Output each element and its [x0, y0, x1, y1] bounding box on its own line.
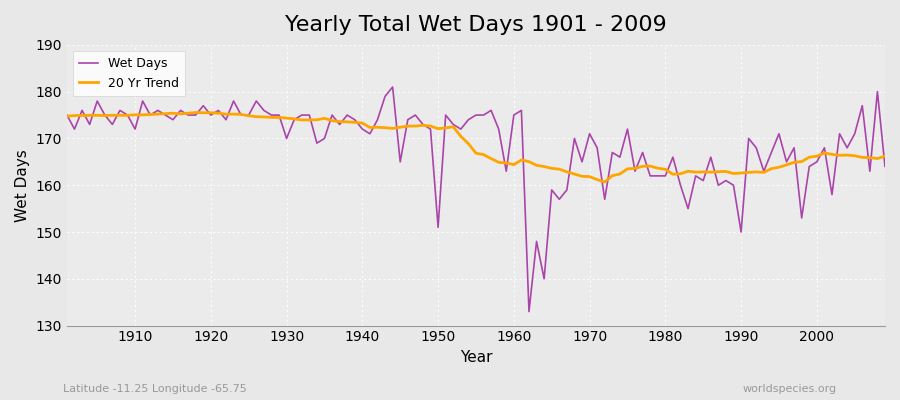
20 Yr Trend — [516, 158, 526, 162]
20 Yr Trend — [190, 110, 201, 115]
Wet Days — [334, 122, 345, 127]
Wet Days — [524, 309, 535, 314]
20 Yr Trend — [296, 118, 307, 122]
Line: 20 Yr Trend: 20 Yr Trend — [67, 112, 885, 182]
20 Yr Trend — [122, 113, 133, 118]
20 Yr Trend — [61, 114, 72, 119]
Wet Days — [516, 108, 526, 113]
20 Yr Trend — [599, 180, 610, 184]
Y-axis label: Wet Days: Wet Days — [15, 149, 30, 222]
20 Yr Trend — [615, 172, 626, 176]
Wet Days — [289, 117, 300, 122]
Title: Yearly Total Wet Days 1901 - 2009: Yearly Total Wet Days 1901 - 2009 — [285, 15, 667, 35]
Wet Days — [615, 155, 626, 160]
Wet Days — [879, 164, 890, 169]
Text: Latitude -11.25 Longitude -65.75: Latitude -11.25 Longitude -65.75 — [63, 384, 247, 394]
Text: worldspecies.org: worldspecies.org — [742, 384, 837, 394]
Line: Wet Days: Wet Days — [67, 87, 885, 312]
X-axis label: Year: Year — [460, 350, 492, 365]
Legend: Wet Days, 20 Yr Trend: Wet Days, 20 Yr Trend — [73, 51, 185, 96]
20 Yr Trend — [879, 154, 890, 158]
Wet Days — [122, 113, 133, 118]
20 Yr Trend — [342, 120, 353, 124]
Wet Days — [61, 113, 72, 118]
Wet Days — [387, 84, 398, 89]
20 Yr Trend — [508, 162, 519, 167]
Wet Days — [508, 113, 519, 118]
